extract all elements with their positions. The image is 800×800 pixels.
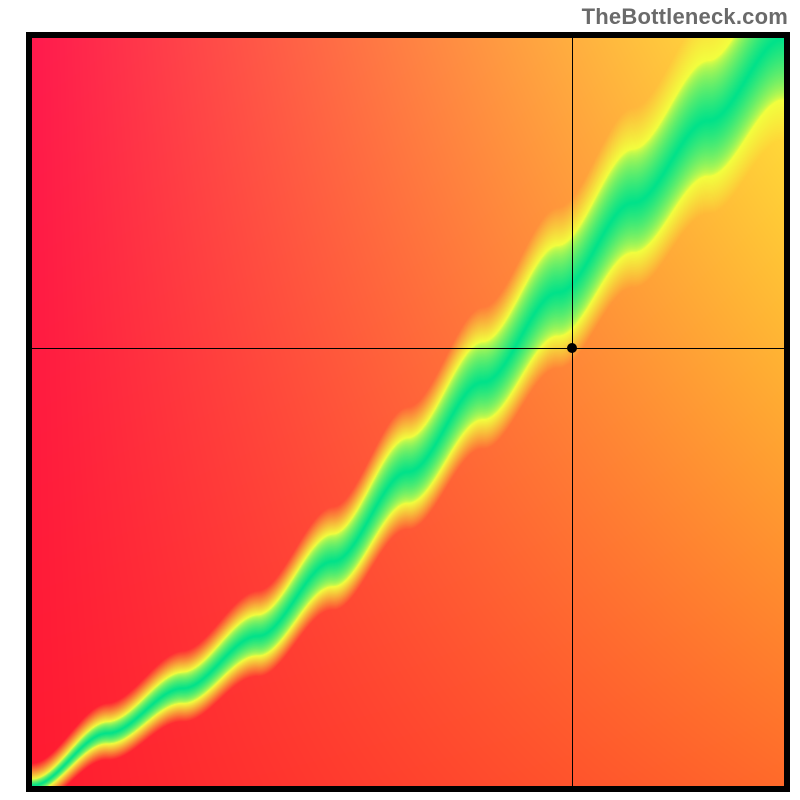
watermark-text: TheBottleneck.com [582, 4, 788, 30]
crosshair-horizontal [32, 348, 784, 349]
crosshair-vertical [572, 38, 573, 786]
crosshair-marker [567, 343, 577, 353]
plot-frame [26, 32, 790, 792]
chart-container: TheBottleneck.com [0, 0, 800, 800]
